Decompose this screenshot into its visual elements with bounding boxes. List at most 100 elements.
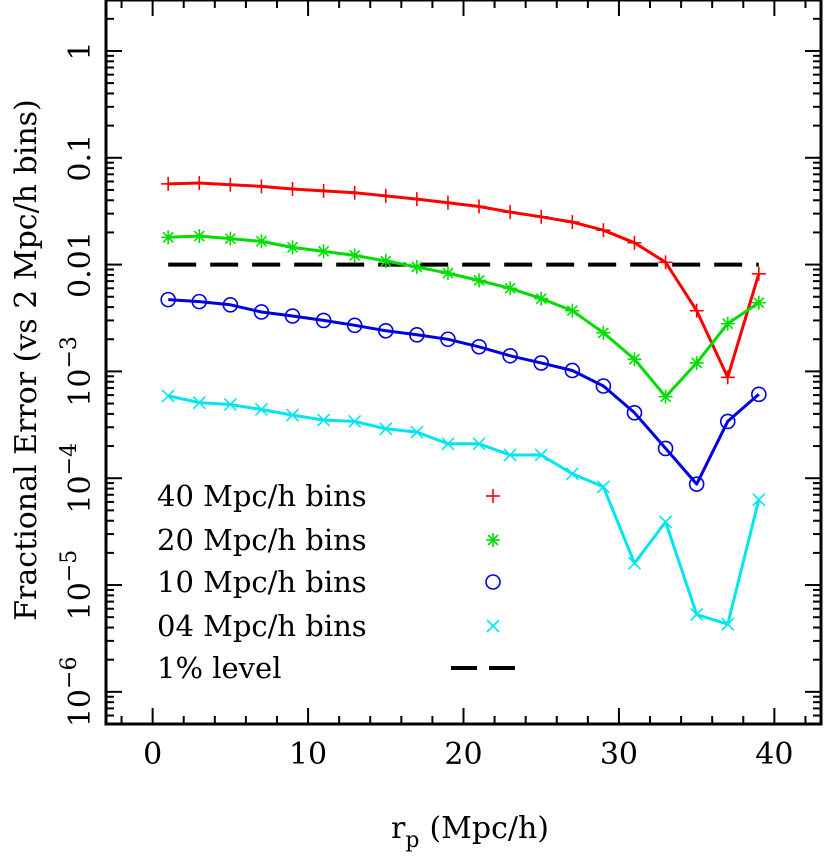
series-2-point: [564, 362, 581, 379]
series-0-point: [751, 266, 766, 281]
y-tick-label-base: 0.1: [63, 134, 98, 182]
series-2-point: [533, 355, 550, 371]
series-1-point: [316, 244, 331, 259]
series-2-point-ring: [626, 404, 643, 421]
series-3-point-d2: [285, 408, 300, 422]
series-3-point-d2: [658, 515, 673, 529]
series-2-point-ring: [284, 308, 301, 324]
legend-marker: [485, 574, 501, 590]
series-3-point: [534, 448, 548, 462]
series-1-point: [627, 352, 642, 367]
series-2-point: [440, 331, 456, 348]
series-line-3: [167, 394, 761, 626]
series-1-point-d2: [193, 230, 205, 242]
series-1-point: [440, 266, 455, 281]
series-0-point: [658, 255, 673, 270]
series-0-point: [223, 177, 238, 192]
y-tick-label-base: 10: [63, 582, 98, 620]
series-3-point-d2: [223, 397, 237, 412]
series-1-point: [409, 259, 424, 274]
x-tick-label: 10: [289, 737, 327, 772]
legend-label: 20 Mpc/h bins: [157, 523, 367, 557]
series-0-point: [161, 176, 176, 191]
series-1-point-d2: [597, 327, 609, 339]
series-line-2: [168, 298, 760, 486]
series-3-point-d2: [254, 402, 269, 417]
series-1-point-d2: [318, 245, 330, 257]
series-markers: [160, 176, 767, 631]
series-0-point: [472, 199, 487, 214]
series-2-point-ring: [191, 293, 208, 310]
series-3-point: [379, 422, 393, 436]
series-2-point: [253, 304, 270, 320]
series-2-point: [346, 317, 363, 334]
series-3-point: [752, 493, 766, 507]
legend-label: 04 Mpc/h bins: [157, 609, 367, 643]
series-1-point-d2: [411, 261, 423, 273]
series-3-point-d2: [503, 448, 517, 462]
series-3-point: [503, 448, 517, 462]
series-1-point-d2: [380, 255, 392, 267]
y-tick-label: 0.1: [63, 134, 98, 182]
legend-marker-d2: [486, 619, 500, 633]
series-1-point: [347, 248, 362, 263]
series-2-point: [657, 440, 674, 457]
series-0-point: [347, 185, 362, 200]
series-2-point: [471, 338, 487, 355]
legend-label: 1% level: [157, 651, 281, 685]
legend-marker: [486, 533, 500, 547]
series-1-point-d2: [628, 353, 641, 365]
series-2-point-ring: [440, 331, 456, 348]
legend-marker: [486, 619, 500, 633]
series-1-point-d2: [349, 249, 361, 261]
series-3-point: [317, 413, 331, 427]
x-tick-label: 40: [755, 737, 793, 772]
series-1-point-d2: [753, 297, 765, 309]
series-0-point: [689, 303, 704, 318]
series-2-point-ring: [533, 355, 550, 371]
series-2-point-ring: [751, 386, 767, 403]
series-0-point: [254, 179, 269, 194]
series-1-point-d2: [224, 233, 236, 245]
series-3-point-d2: [379, 422, 393, 436]
series-2-point: [719, 413, 736, 430]
series-3-point-d2: [596, 480, 610, 494]
series-1-point: [285, 240, 300, 255]
series-2-point-ring: [346, 317, 363, 334]
series-line-0: [168, 181, 761, 379]
series-3-point: [441, 437, 455, 451]
y-tick-label-base: 1: [63, 41, 98, 60]
series-0-point: [596, 223, 611, 238]
series-1-point: [254, 234, 269, 249]
series-3-point-d2: [192, 396, 206, 410]
series-1-point-d2: [442, 267, 454, 279]
series-3-point: [658, 515, 673, 529]
series-3-point: [348, 414, 362, 429]
series-1-point-d2: [722, 318, 734, 330]
series-2-point: [595, 378, 612, 394]
series-2-point: [688, 476, 705, 492]
y-tick-label-base: 10: [63, 689, 98, 727]
x-tick-label: 0: [143, 737, 162, 772]
series-2-point: [502, 347, 518, 364]
series-line-1: [168, 234, 760, 399]
series-2-point-ring: [471, 338, 487, 355]
series-1-point-d2: [566, 305, 578, 317]
series-2-point-ring: [160, 291, 176, 308]
series-1-point: [596, 325, 611, 340]
series-2-point-ring: [564, 362, 581, 379]
series-1-point: [720, 316, 735, 331]
series-1-point-d2: [659, 391, 672, 403]
series-1-point: [378, 254, 393, 269]
series-2-point: [315, 312, 332, 329]
series-3-point: [472, 437, 486, 451]
series-2-point: [377, 322, 394, 339]
y-tick-label-exponent: −3: [57, 336, 82, 368]
series-1-point-d2: [691, 357, 703, 369]
x-axis-title: rp (Mpc/h): [391, 811, 549, 853]
series-2-point: [626, 404, 643, 421]
y-tick-label-base: 10: [63, 369, 98, 407]
y-tick-label-base: 10: [63, 475, 98, 513]
series-0-point: [503, 205, 518, 220]
